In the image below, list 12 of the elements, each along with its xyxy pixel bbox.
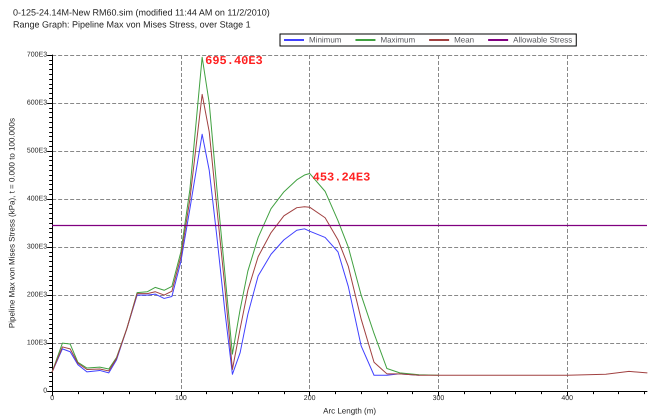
x-axis-title: Arc Length (m) [323,406,376,416]
legend-label: Mean [454,36,474,44]
line-series [52,56,439,376]
legend-label: Maximum [380,36,416,44]
y-axis-title: Pipeline Max von Mises Stress (kPa), t = 0.000 to 100.000s [8,118,16,328]
legend-label: Allowable Stress [513,36,572,44]
legend-label: Minimum [309,36,342,44]
chart-title: 0-125-24.14M-New RM60.sim (modified 11:44 AM on 11/2/2010) [13,8,270,18]
annotation: 695.40E3 [205,54,263,68]
line-series [52,94,648,376]
chart-subtitle: Range Graph: Pipeline Max von Mises Stress, over Stage 1 [13,20,251,30]
annotation: 453.24E3 [312,170,370,184]
